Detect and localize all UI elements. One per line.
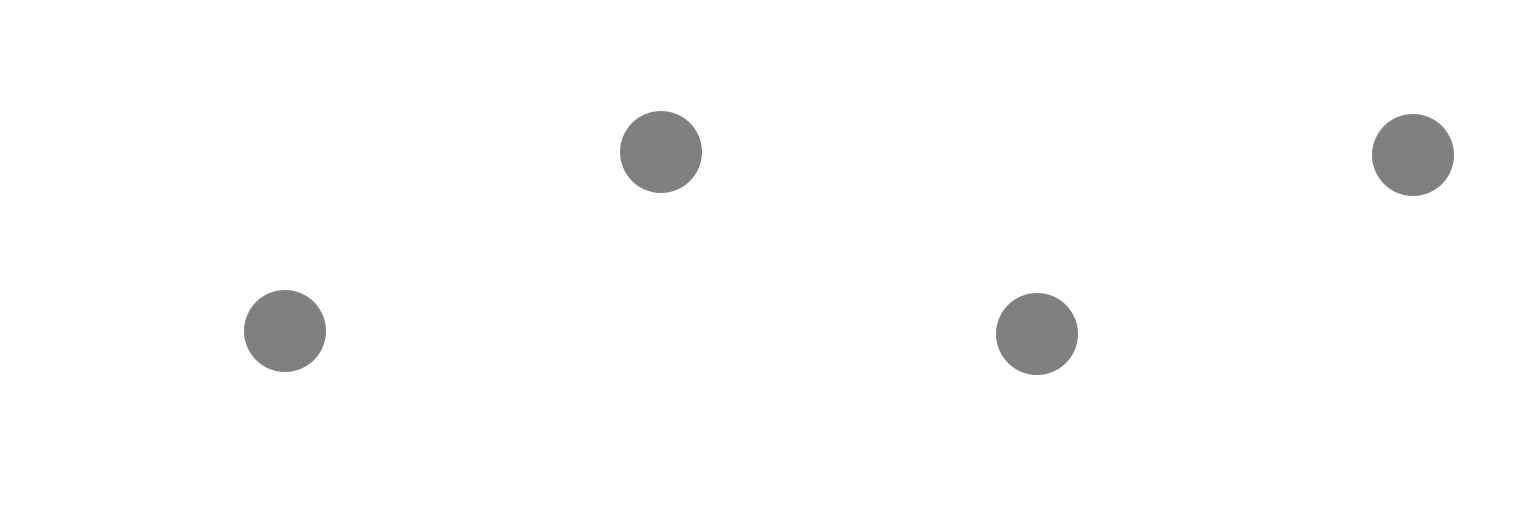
gray-dot-1 <box>244 290 326 372</box>
gray-dot-2 <box>620 111 702 193</box>
gray-dot-3 <box>996 293 1078 375</box>
gray-dot-4 <box>1372 114 1454 196</box>
